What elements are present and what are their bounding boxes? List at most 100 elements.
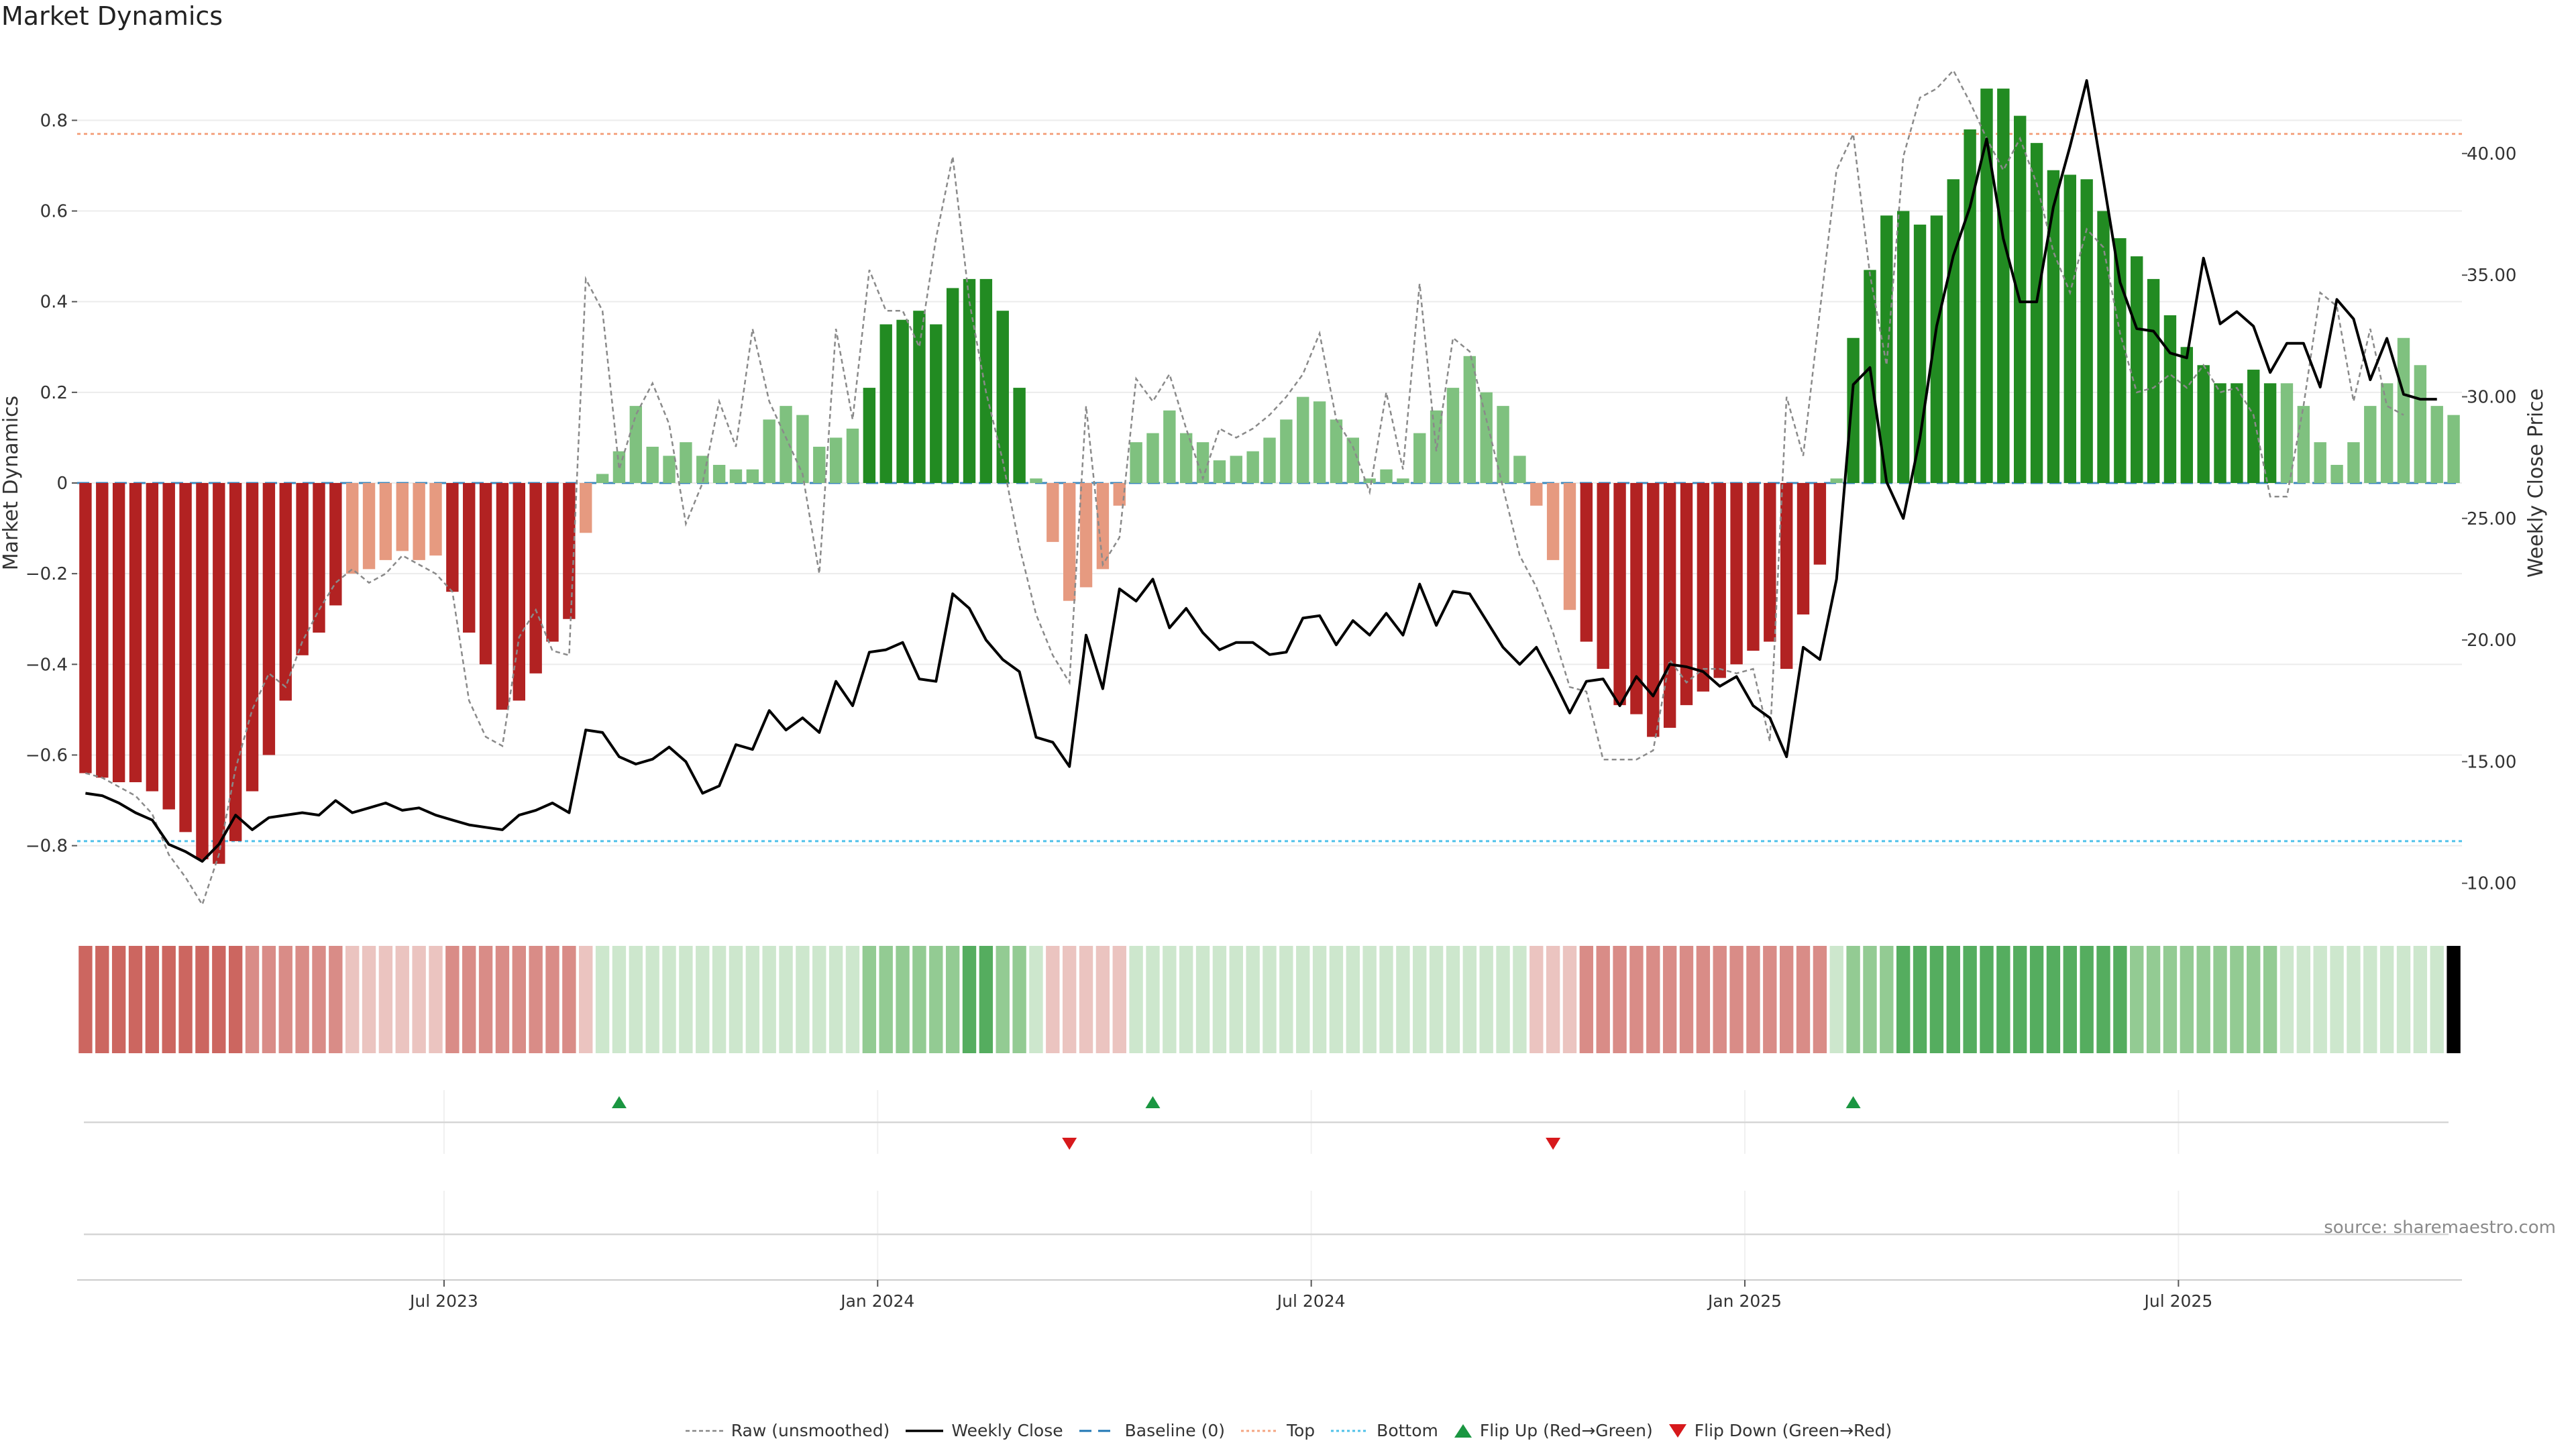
market-dynamics-bar	[1146, 433, 1159, 483]
strip-cell	[1229, 946, 1243, 1053]
strip-cell	[1263, 946, 1277, 1053]
right-tick-label: 20.00	[2467, 631, 2516, 651]
market-dynamics-bar	[1413, 433, 1426, 483]
market-dynamics-bar	[1113, 483, 1126, 506]
market-dynamics-bar	[663, 455, 676, 483]
strip-cell	[2046, 946, 2061, 1053]
market-dynamics-bar	[1630, 483, 1643, 714]
bars-layer	[79, 89, 2460, 864]
strip-cell	[78, 946, 93, 1053]
strip-cell	[729, 946, 743, 1053]
market-dynamics-bar	[1830, 478, 1843, 483]
strip-cell	[1846, 946, 1860, 1053]
strip-cell	[262, 946, 276, 1053]
strip-cell	[1079, 946, 1093, 1053]
market-dynamics-bar	[996, 311, 1009, 483]
market-dynamics-bar	[2131, 256, 2143, 483]
strip-cell	[962, 946, 977, 1053]
strip-cell	[579, 946, 593, 1053]
market-dynamics-bar	[213, 483, 225, 864]
market-dynamics-bar	[2197, 365, 2210, 483]
strip-cell	[2447, 946, 2461, 1053]
flip-up-marker	[1145, 1096, 1161, 1108]
market-dynamics-bar	[329, 483, 342, 606]
strip-cell	[762, 946, 776, 1053]
strip-cell	[2247, 946, 2261, 1053]
market-dynamics-bar	[379, 483, 392, 560]
strip-cell	[1479, 946, 1493, 1053]
x-tick-label: Jul 2025	[2143, 1291, 2213, 1311]
market-dynamics-bar	[712, 464, 726, 483]
left-tick-label: 0.4	[40, 292, 68, 313]
strip-cell	[2330, 946, 2344, 1053]
market-dynamics-bar	[2297, 406, 2310, 483]
strip-cell	[95, 946, 109, 1053]
strip-cell	[329, 946, 343, 1053]
legend-baseline-label: Baseline (0)	[1124, 1421, 1225, 1440]
market-dynamics-bar	[1980, 89, 1993, 483]
market-dynamics-bar	[1580, 483, 1593, 642]
market-dynamics-bar	[179, 483, 192, 833]
market-dynamics-bar	[1947, 179, 1960, 483]
strip-cell	[1746, 946, 1760, 1053]
strip-cell	[945, 946, 960, 1053]
strip-cell	[245, 946, 260, 1053]
strip-cell	[1980, 946, 1994, 1053]
market-dynamics-bar	[296, 483, 309, 655]
strip-cell	[378, 946, 393, 1053]
strip-cell	[712, 946, 727, 1053]
strip-cell	[996, 946, 1010, 1053]
market-dynamics-bar	[763, 419, 775, 483]
market-dynamics-bar	[1697, 483, 1710, 692]
strip-cell	[1813, 946, 1827, 1053]
legend-bottom-label: Bottom	[1377, 1421, 1438, 1440]
right-tick-label: 35.00	[2467, 266, 2516, 286]
strip-cell	[1779, 946, 1794, 1053]
market-dynamics-bar	[2330, 464, 2343, 483]
market-dynamics-bar	[863, 388, 876, 483]
strip-cell	[1195, 946, 1210, 1053]
market-dynamics-bar	[2247, 370, 2260, 483]
market-dynamics-bar	[345, 483, 359, 574]
strip-cell	[2096, 946, 2110, 1053]
market-dynamics-bar	[1613, 483, 1626, 706]
market-dynamics-bar	[1196, 442, 1210, 483]
strip-cell	[1913, 946, 1927, 1053]
market-dynamics-bar	[396, 483, 409, 551]
strip-cell	[562, 946, 576, 1053]
strip-cell	[745, 946, 760, 1053]
strip-cell	[1246, 946, 1260, 1053]
strip-cell	[362, 946, 376, 1053]
strip-cell	[295, 946, 309, 1053]
strip-cell	[1346, 946, 1360, 1053]
market-dynamics-bar	[2047, 170, 2060, 483]
strip-cell	[1179, 946, 1193, 1053]
legend: Raw (unsmoothed) Weekly Close Baseline (…	[0, 1421, 2576, 1440]
strip-cell	[1062, 946, 1077, 1053]
strip-cell	[879, 946, 893, 1053]
market-dynamics-bar	[2063, 174, 2076, 483]
market-dynamics-bar	[2314, 442, 2326, 483]
market-dynamics-bar	[1079, 483, 1093, 588]
market-dynamics-bar	[2380, 383, 2394, 483]
strip-cell	[2163, 946, 2178, 1053]
market-dynamics-bar	[879, 324, 892, 483]
strip-cell	[2379, 946, 2394, 1053]
market-dynamics-bar	[229, 483, 242, 841]
market-dynamics-bar	[1764, 483, 1776, 642]
legend-top: Top	[1240, 1421, 1315, 1440]
strip-cell	[1880, 946, 1894, 1053]
left-tick-label: 0.6	[40, 202, 68, 222]
market-dynamics-bar	[513, 483, 525, 701]
strip-cell	[1929, 946, 1944, 1053]
market-dynamics-bar	[2430, 406, 2443, 483]
flip-up-marker	[1845, 1096, 1861, 1108]
flip-up-marker	[611, 1096, 627, 1108]
flip-markers	[77, 1090, 2462, 1281]
strip-cell	[2146, 946, 2161, 1053]
strip-cell	[2296, 946, 2311, 1053]
right-tick-label: 15.00	[2467, 752, 2516, 772]
strip-cell	[1529, 946, 1544, 1053]
strip-cell	[1513, 946, 1527, 1053]
